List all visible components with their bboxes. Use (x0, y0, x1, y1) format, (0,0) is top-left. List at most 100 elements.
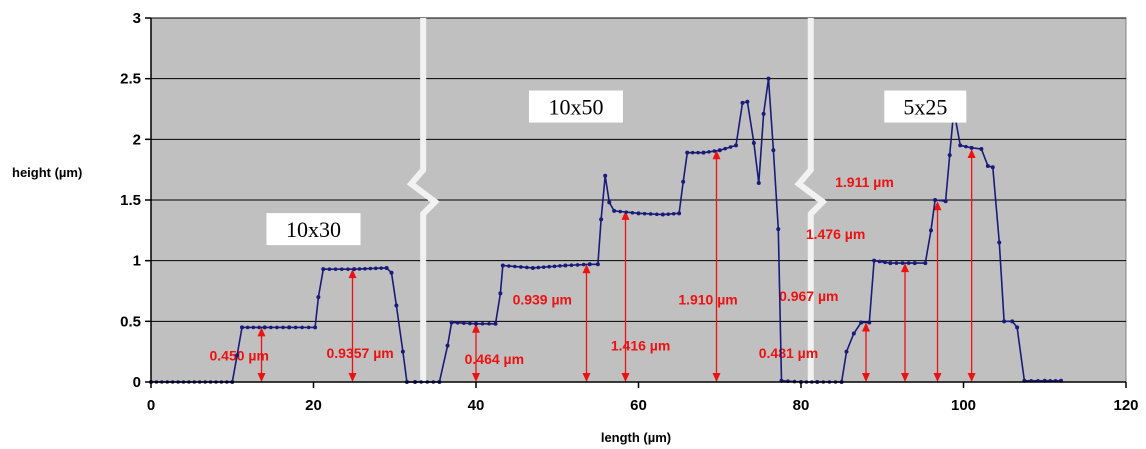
annotation-label: 1.910 µm (678, 291, 737, 307)
data-point (245, 325, 250, 330)
x-tick-label: 80 (793, 397, 810, 414)
data-point (547, 264, 551, 269)
annotation-arrowhead (862, 373, 870, 382)
segment-label-text: 5x25 (903, 95, 947, 120)
data-point (281, 325, 285, 330)
data-point (979, 147, 984, 152)
data-point (660, 212, 665, 217)
data-point (912, 261, 917, 266)
data-point (612, 208, 617, 213)
x-tick-label: 100 (951, 397, 976, 414)
data-point (480, 321, 485, 326)
data-point (462, 321, 466, 325)
segment-label-box (266, 213, 361, 246)
data-point (734, 143, 738, 148)
data-point (851, 331, 856, 336)
annotation-arrowhead (582, 264, 591, 274)
annotation-arrowhead (933, 373, 942, 382)
data-point (690, 150, 695, 155)
annotation: 0.481 µm (759, 322, 870, 382)
data-point (530, 265, 535, 270)
data-point (943, 199, 948, 204)
data-point (947, 153, 952, 158)
annotation: 1.416 µm (611, 210, 670, 382)
data-point (368, 266, 373, 271)
data-point (603, 173, 608, 178)
data-point (389, 270, 394, 275)
data-point (624, 210, 629, 214)
data-point (384, 265, 389, 270)
y-tick-label: 0 (133, 374, 141, 391)
data-point (607, 200, 612, 205)
x-tick-label: 0 (147, 397, 155, 414)
data-point (771, 148, 776, 153)
data-point (449, 320, 454, 325)
data-point (906, 261, 911, 265)
y-tick-label: 1 (133, 253, 141, 270)
data-point (293, 325, 298, 330)
data-point (595, 262, 600, 267)
y-axis-title: height (µm) (12, 165, 82, 180)
data-point (513, 264, 517, 269)
data-point (745, 99, 750, 104)
y-tick-label: 0.5 (120, 313, 141, 330)
annotation-arrowhead (257, 327, 266, 337)
data-point (599, 217, 604, 222)
data-point (1002, 319, 1007, 324)
data-point (990, 165, 995, 170)
y-tick-label: 3 (133, 10, 141, 27)
data-point (696, 150, 700, 155)
annotations: 0.450 µm 0.9357 µm 0.464 µm 0.939 µm 1.416 µ… (210, 149, 976, 382)
annotation: 1.911 µm (835, 149, 976, 382)
data-point (859, 320, 864, 325)
data-point (287, 325, 292, 330)
annotation-arrowhead (472, 373, 480, 382)
data-point (723, 146, 727, 151)
x-tick-label: 20 (305, 397, 322, 414)
annotation: 1.476 µm (806, 201, 942, 382)
annotation-arrowhead (862, 322, 870, 332)
annotation-arrowhead (712, 373, 721, 382)
data-point (394, 303, 399, 308)
data-point (997, 240, 1002, 245)
annotation-arrowhead (348, 269, 357, 279)
annotation: 1.910 µm (678, 150, 738, 382)
annotation-arrowhead (621, 373, 630, 382)
data-point (327, 267, 332, 271)
data-point (618, 209, 623, 214)
segment-label: 10x30 (266, 213, 361, 246)
data-point (923, 261, 928, 266)
data-point (363, 266, 367, 271)
data-point (883, 260, 887, 265)
y-tick-label: 2 (133, 131, 141, 148)
data-point (681, 179, 686, 184)
annotation-label: 0.939 µm (513, 291, 572, 307)
annotation-arrowhead (967, 149, 976, 159)
axis-break (794, 18, 828, 382)
data-point (985, 164, 990, 169)
annotation-arrowhead (967, 373, 976, 382)
annotation-arrowhead (257, 373, 266, 382)
data-point (313, 325, 318, 330)
data-point (894, 261, 899, 265)
data-point (636, 211, 641, 216)
data-point (379, 266, 384, 270)
data-point (300, 325, 304, 330)
data-point (240, 325, 244, 330)
data-point (712, 149, 717, 153)
data-point (400, 349, 405, 354)
data-point (701, 150, 706, 155)
gridlines (151, 17, 1126, 322)
annotation-label: 0.464 µm (465, 351, 524, 367)
annotation-label: 0.967 µm (779, 288, 838, 304)
segment-label-text: 10x50 (548, 95, 603, 120)
annotation-arrowhead (901, 263, 909, 273)
data-point (654, 212, 659, 217)
data-point (306, 325, 311, 330)
data-point (872, 258, 877, 263)
segment-label: 5x25 (884, 90, 967, 123)
data-point (900, 261, 905, 265)
annotation-arrowhead (582, 373, 591, 382)
x-tick-label: 60 (630, 397, 647, 414)
